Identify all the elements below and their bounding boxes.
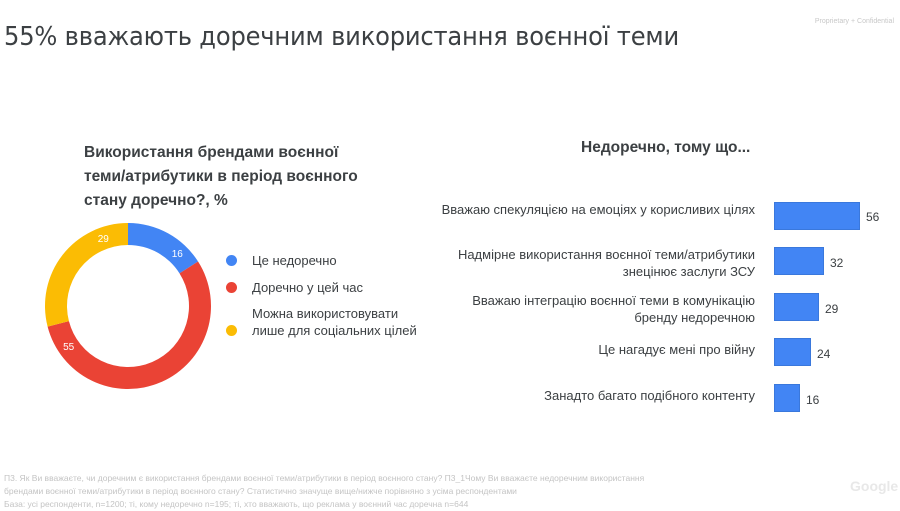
bar: [774, 247, 824, 275]
donut-segment: [47, 261, 211, 389]
legend-label: Це недоречно: [252, 253, 337, 268]
legend-dot-yellow-icon: [226, 325, 237, 336]
bar-value: 32: [830, 256, 844, 270]
bar-value: 56: [866, 210, 880, 224]
google-logo: Google: [850, 478, 899, 494]
footnote-line: База: усі респонденти, n=1200; ті, кому …: [4, 499, 469, 509]
donut-segment-label: 16: [172, 249, 184, 260]
legend-item-appropriate-now: Доречно у цей час: [226, 279, 363, 296]
bar-row: Це нагадує мені про війну 24: [440, 338, 900, 368]
bar-value: 16: [806, 393, 820, 407]
confidential-label: Proprietary + Confidential: [814, 18, 894, 25]
bar-row: Надмірне використання воєнної теми/атриб…: [440, 247, 900, 279]
bar-row: Вважаю інтеграцію воєнної теми в комунік…: [440, 293, 900, 325]
donut-segment-label: 29: [98, 234, 110, 245]
bar-label: Надмірне використання воєнної теми/атриб…: [457, 247, 755, 279]
bar-chart-title: Недоречно, тому що...: [581, 139, 751, 156]
legend-dot-blue-icon: [226, 255, 237, 266]
bar-value: 29: [825, 302, 839, 316]
footnote-line: П3. Як Ви вважаєте, чи доречним є викори…: [4, 473, 645, 483]
bar-label: Це нагадує мені про війну: [598, 342, 755, 357]
footnote-line: брендами воєнної теми/атрибутики в періо…: [4, 486, 517, 496]
legend-label: Можна використовувати лише для соціальни…: [252, 306, 417, 338]
legend-dot-red-icon: [226, 282, 237, 293]
bar-row: Вважаю спекуляцією на емоціях у корислив…: [440, 202, 900, 232]
donut-segment-label: 55: [63, 342, 75, 353]
donut-segment: [45, 223, 129, 327]
page-title: 55% вважають доречним використання воєнн…: [4, 22, 679, 52]
donut-chart: 16 55 29: [45, 223, 211, 389]
legend-item-not-appropriate: Це недоречно: [226, 252, 337, 269]
footnote: П3. Як Ви вважаєте, чи доречним є викори…: [4, 472, 764, 511]
bar-label: Вважаю інтеграцію воєнної теми в комунік…: [472, 293, 755, 325]
bar: [774, 202, 860, 230]
donut-segment: [128, 223, 199, 274]
bar: [774, 384, 800, 412]
bar-row: Занадто багато подібного контенту 16: [440, 384, 900, 414]
bar: [774, 338, 811, 366]
bar-label: Занадто багато подібного контенту: [544, 388, 755, 403]
legend-label: Доречно у цей час: [252, 280, 364, 295]
bar-label: Вважаю спекуляцією на емоціях у корислив…: [441, 202, 755, 217]
bar-value: 24: [817, 347, 831, 361]
legend-item-social-only: Можна використовувати лише для соціальни…: [226, 305, 422, 339]
donut-chart-title: Використання брендами воєнної теми/атриб…: [84, 144, 358, 209]
bar: [774, 293, 819, 321]
